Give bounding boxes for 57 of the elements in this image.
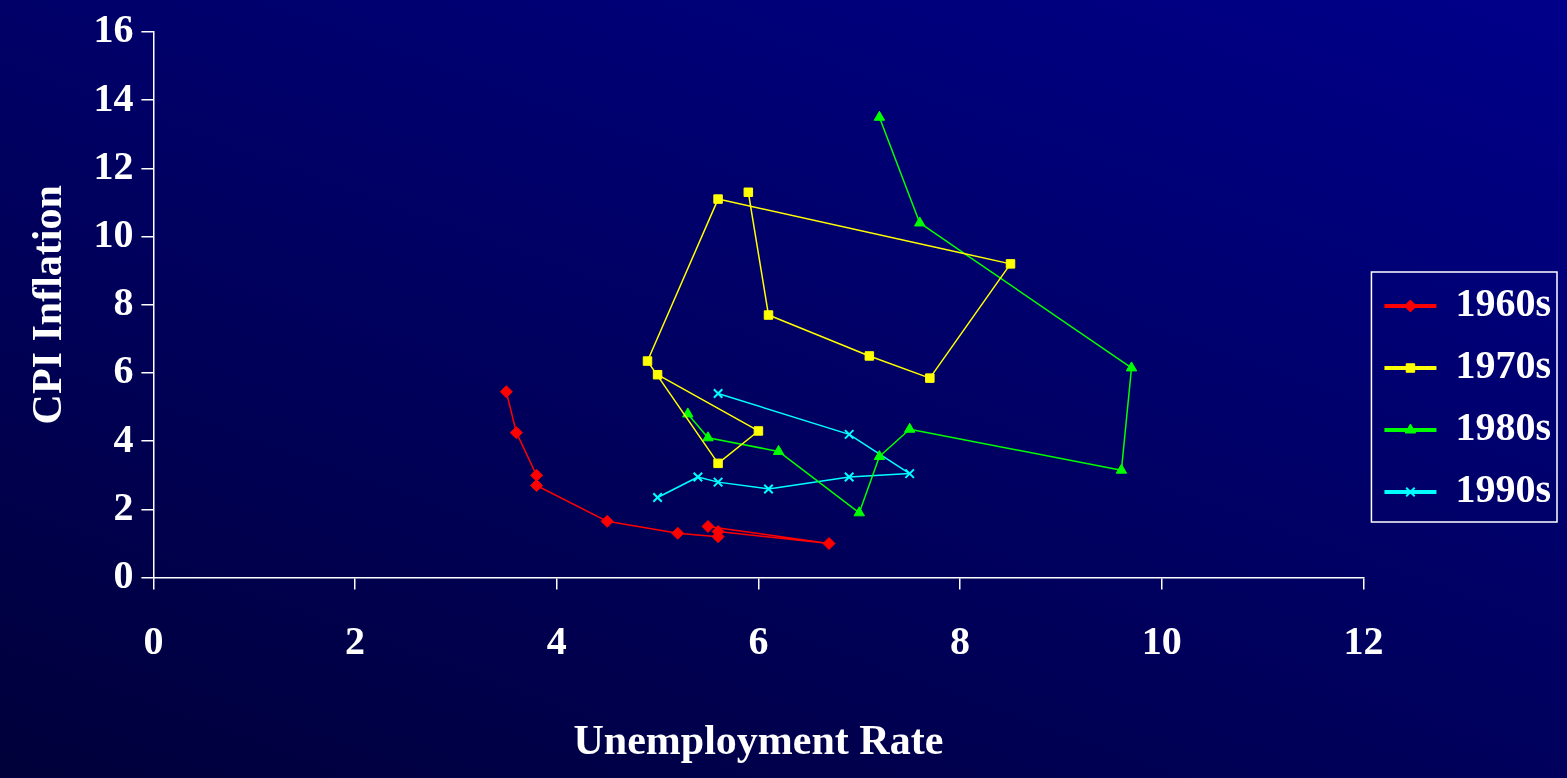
x-tick-label: 4 [546,617,567,663]
point [600,514,614,528]
point [1125,361,1138,372]
point [925,373,935,383]
point [712,476,724,488]
point [642,356,653,366]
y-tick-label: 0 [113,551,134,597]
point [843,471,855,483]
point [652,369,663,380]
x-tick-label: 2 [345,617,366,663]
point [903,422,916,433]
point [499,385,513,399]
point [530,468,544,482]
point [652,492,663,503]
point [530,479,544,493]
x-tick-label: 6 [748,617,769,663]
point [753,426,764,436]
point [853,506,865,517]
point [1115,463,1128,474]
y-tick-label: 12 [93,142,134,188]
y-tick-label: 16 [93,6,134,52]
point [904,468,915,479]
point [763,310,774,320]
point [1005,259,1016,269]
point [873,110,886,121]
legend-label: 1970s [1455,342,1552,388]
point [713,194,723,204]
y-tick-label: 2 [113,483,134,529]
legend-label: 1980s [1455,404,1552,450]
x-tick-label: 8 [950,617,971,663]
x-tick-label: 10 [1141,617,1182,663]
point [702,431,714,442]
point [914,216,926,227]
point [743,187,754,198]
point [864,351,875,361]
point [843,429,855,440]
point [873,450,886,461]
legend-label: 1990s [1455,466,1552,512]
point [822,537,836,550]
legend-label: 1960s [1455,280,1552,326]
y-tick-label: 8 [113,279,134,325]
point [701,519,715,533]
point [763,483,774,495]
y-tick-label: 14 [93,74,134,120]
y-axis-title: CPI Inflation [24,185,71,425]
y-tick-label: 10 [93,210,134,256]
x-axis-title: Unemployment Rate [573,716,944,763]
point [713,458,723,469]
point [692,471,704,483]
point [509,426,523,440]
point [772,444,785,455]
x-tick-label: 0 [143,617,164,663]
x-tick-label: 12 [1343,617,1384,663]
point [671,526,685,540]
point [712,388,724,399]
y-tick-label: 6 [113,347,134,393]
y-tick-label: 4 [113,415,134,461]
